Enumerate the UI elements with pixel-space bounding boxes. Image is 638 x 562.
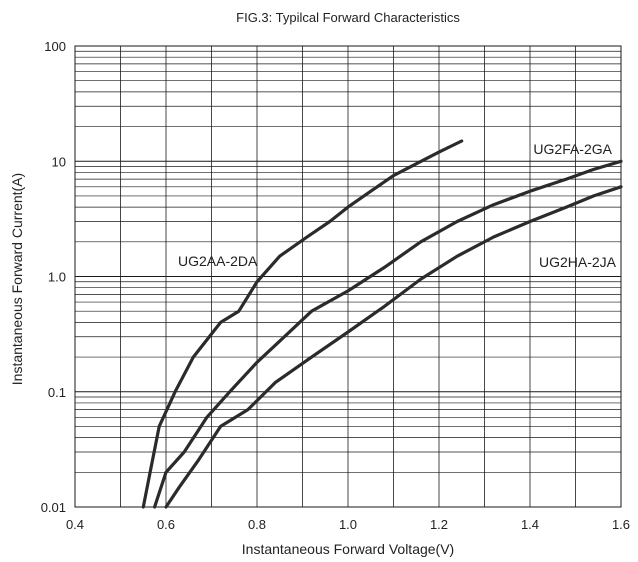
x-axis-label: Instantaneous Forward Voltage(V) bbox=[242, 541, 454, 557]
y-tick-labels: 0.01 0.1 1.0 10 100 bbox=[41, 39, 66, 515]
series-label: UG2AA-2DA bbox=[178, 253, 258, 269]
series-lines bbox=[141, 139, 623, 509]
series-line bbox=[141, 139, 464, 509]
chart-title: FIG.3: Typilcal Forward Characteristics bbox=[236, 10, 460, 25]
y-tick-label: 0.1 bbox=[48, 385, 66, 400]
y-tick-label: 1.0 bbox=[48, 270, 66, 285]
x-tick-label: 1.4 bbox=[521, 517, 539, 532]
x-tick-label: 0.6 bbox=[157, 517, 175, 532]
x-tick-label: 1.0 bbox=[339, 517, 357, 532]
series-labels: UG2AA-2DA UG2FA-2GA UG2HA-2JA bbox=[178, 141, 617, 270]
series-label: UG2HA-2JA bbox=[539, 254, 617, 270]
series-label: UG2FA-2GA bbox=[533, 141, 612, 157]
x-tick-label: 1.6 bbox=[612, 517, 630, 532]
x-tick-labels: 0.4 0.6 0.8 1.0 1.2 1.4 1.6 bbox=[66, 517, 630, 532]
series-line bbox=[153, 159, 623, 509]
y-tick-label: 100 bbox=[44, 39, 66, 54]
series-line bbox=[164, 185, 623, 509]
x-tick-label: 1.2 bbox=[430, 517, 448, 532]
y-tick-label: 0.01 bbox=[41, 500, 66, 515]
x-tick-label: 0.8 bbox=[248, 517, 266, 532]
plot-frame bbox=[74, 45, 622, 508]
y-axis-label: Instantaneous Forward Current(A) bbox=[9, 173, 25, 385]
x-tick-label: 0.4 bbox=[66, 517, 84, 532]
y-tick-label: 10 bbox=[52, 154, 66, 169]
